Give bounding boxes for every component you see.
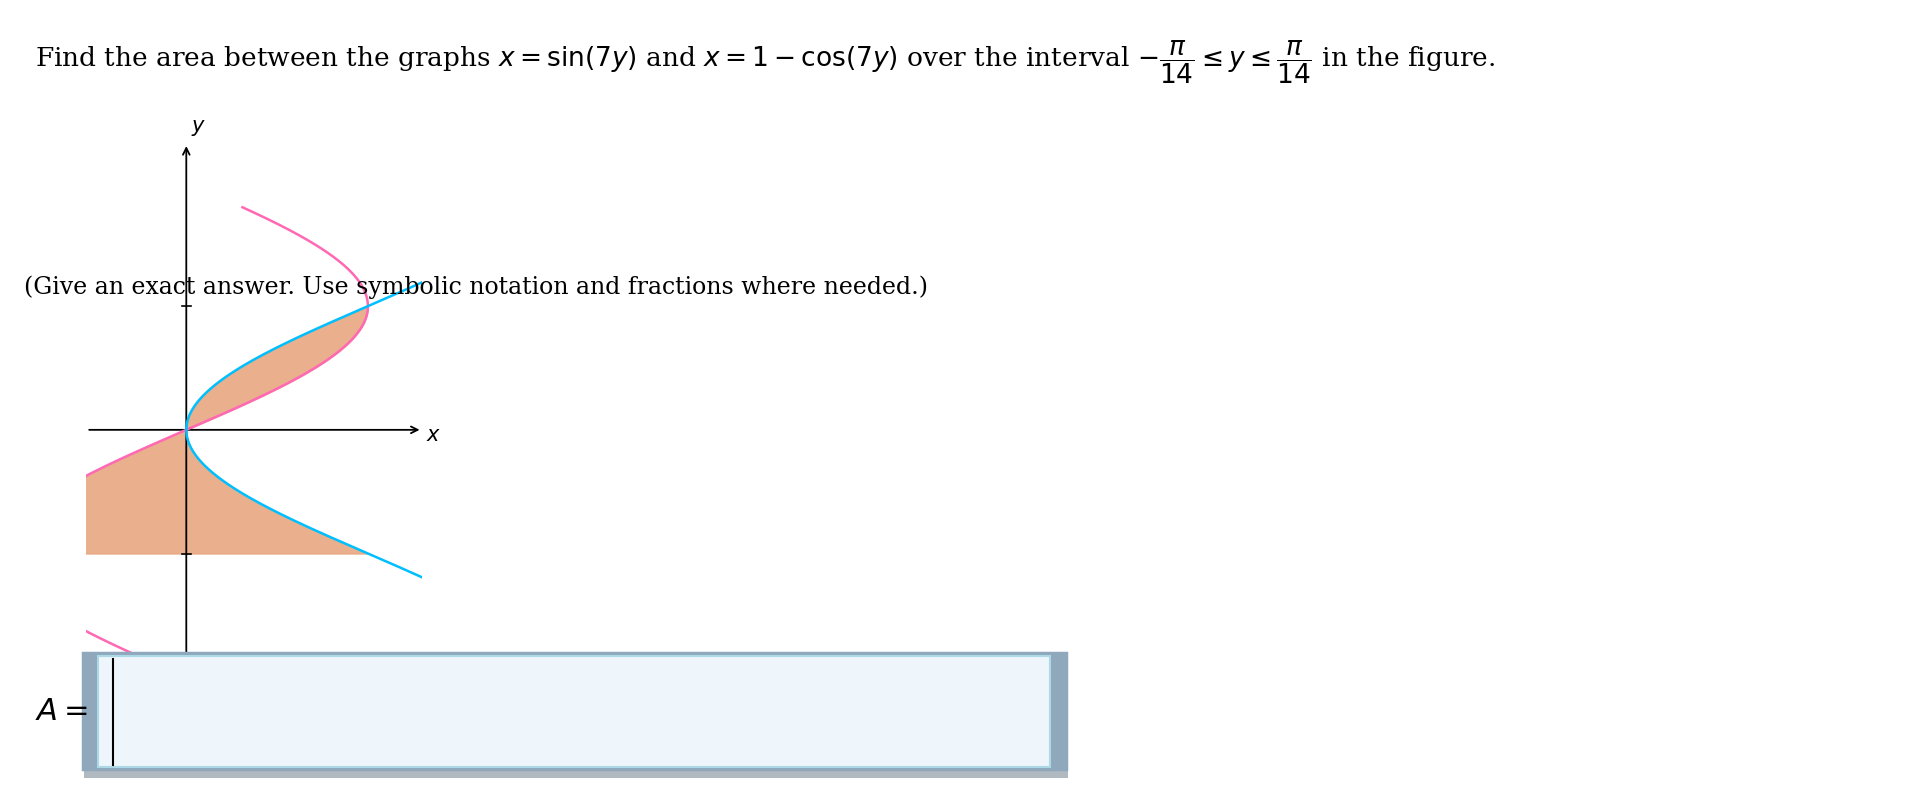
- Text: $y$: $y$: [190, 118, 205, 138]
- Text: $A =$: $A =$: [35, 696, 88, 727]
- Text: (Give an exact answer. Use symbolic notation and fractions where needed.): (Give an exact answer. Use symbolic nota…: [25, 275, 927, 298]
- Text: $x$: $x$: [426, 426, 442, 445]
- Text: Find the area between the graphs $x = \sin(7y)$ and $x = 1 - \cos(7y)$ over the : Find the area between the graphs $x = \s…: [35, 39, 1496, 86]
